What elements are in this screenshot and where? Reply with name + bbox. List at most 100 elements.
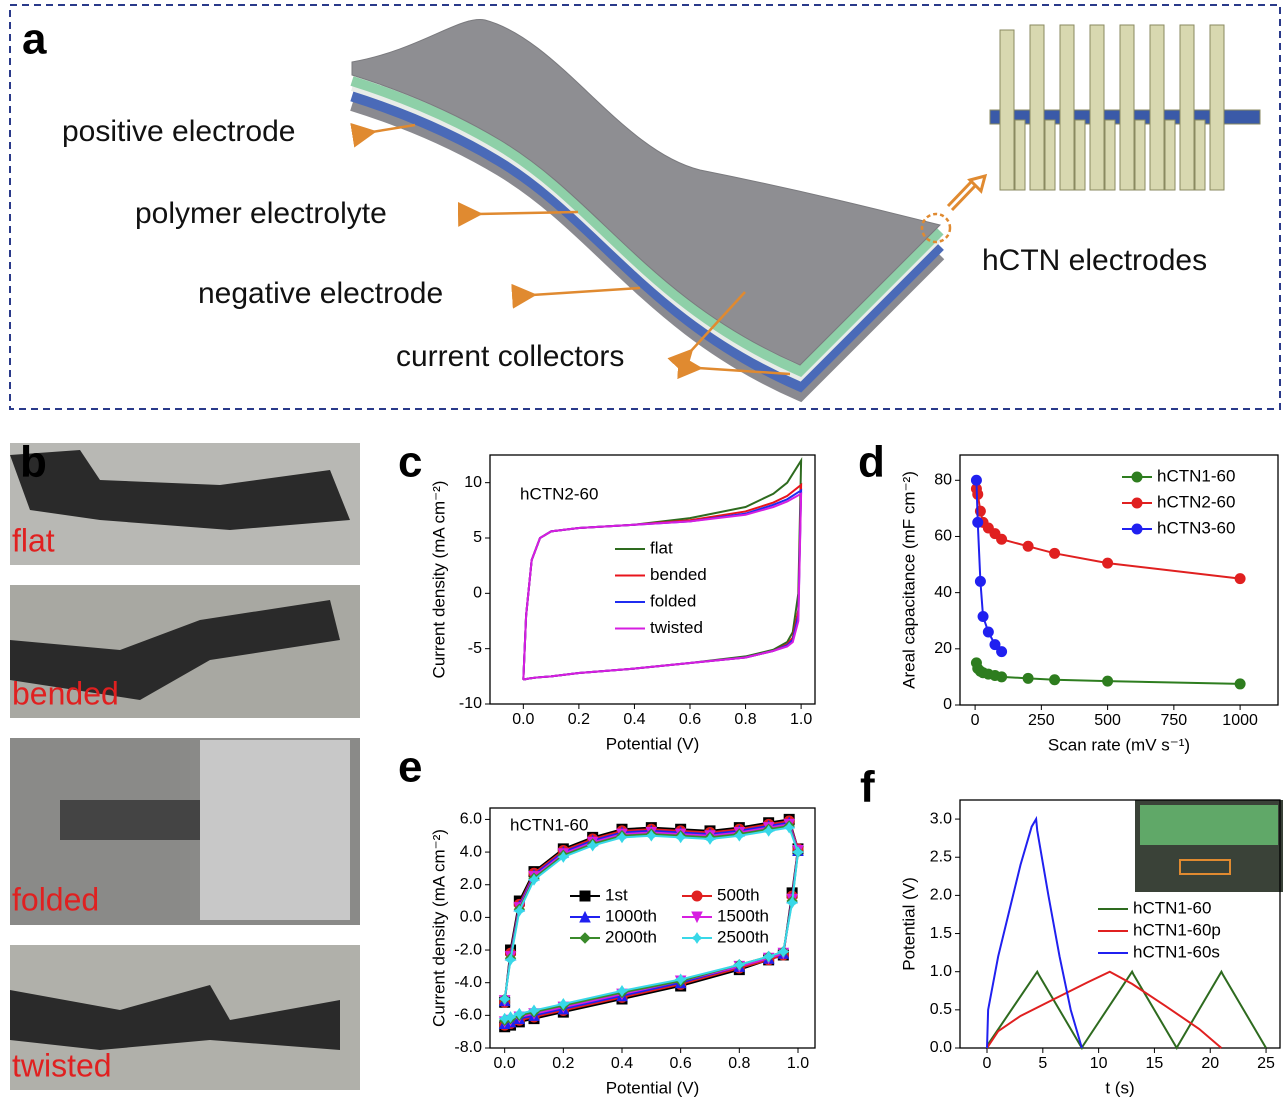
marker: [1023, 541, 1033, 551]
y-tick-label: -5: [468, 640, 482, 657]
x-tick-label: 0.6: [679, 711, 701, 728]
y-tick-label: 1.5: [930, 925, 952, 942]
x-axis-label: Scan rate (mV s⁻¹): [1048, 735, 1190, 754]
x-tick-label: 10: [1090, 1055, 1108, 1072]
marker: [1132, 498, 1142, 508]
marker: [1103, 676, 1113, 686]
x-axis-label: Potential (V): [606, 1078, 700, 1097]
marker: [1235, 574, 1245, 584]
photo-caption: bended: [12, 675, 119, 711]
y-axis-label: Potential (V): [899, 877, 918, 971]
marker: [997, 672, 1007, 682]
y-tick-label: 80: [934, 471, 952, 488]
legend-label: hCTN1-60: [1133, 898, 1211, 917]
x-tick-label: 1.0: [790, 711, 812, 728]
marker: [971, 475, 981, 485]
x-tick-label: 0.8: [728, 1055, 750, 1072]
y-tick-label: 0: [473, 585, 482, 602]
x-tick-label: 25: [1257, 1055, 1275, 1072]
photo-caption: twisted: [12, 1047, 112, 1083]
marker: [1023, 673, 1033, 683]
annotation: hCTN1-60: [510, 815, 588, 834]
x-tick-label: 0: [983, 1055, 992, 1072]
x-axis-label: t (s): [1105, 1078, 1134, 1097]
marker: [1050, 675, 1060, 685]
marker: [692, 933, 702, 943]
marker: [973, 517, 983, 527]
legend-label: flat: [650, 538, 673, 557]
x-tick-label: 0.0: [494, 1055, 516, 1072]
x-tick-label: 250: [1028, 712, 1055, 729]
legend-label: 1st: [605, 885, 628, 904]
x-axis-label: Potential (V): [606, 734, 700, 753]
series-line: [523, 490, 801, 679]
y-tick-label: 0.5: [930, 1001, 952, 1018]
callout: current collectors: [396, 340, 624, 373]
y-tick-label: 6.0: [460, 811, 482, 828]
led-inset: [1135, 800, 1283, 892]
series-line: [987, 819, 1082, 1048]
y-tick-label: 10: [464, 474, 482, 491]
legend-label: 2000th: [605, 927, 657, 946]
y-axis-label: Current density (mA cm⁻²): [429, 829, 448, 1027]
x-tick-label: 0.2: [568, 711, 590, 728]
marker: [1050, 548, 1060, 558]
x-tick-label: 0.4: [623, 711, 645, 728]
legend-label: 1500th: [717, 906, 769, 925]
marker: [997, 647, 1007, 657]
y-tick-label: 2.0: [930, 887, 952, 904]
legend-label: 1000th: [605, 906, 657, 925]
marker: [580, 891, 590, 901]
marker: [975, 576, 985, 586]
annotation: hCTN2-60: [520, 484, 598, 503]
panel-label: d: [858, 438, 885, 487]
series-line: [987, 972, 1266, 1048]
y-tick-label: -8.0: [454, 1039, 482, 1056]
legend-label: 2500th: [717, 927, 769, 946]
y-tick-label: 60: [934, 528, 952, 545]
marker: [692, 891, 702, 901]
panel-label: e: [398, 743, 422, 792]
x-tick-label: 0: [971, 712, 980, 729]
photo-caption: folded: [12, 881, 99, 917]
y-tick-label: 20: [934, 640, 952, 657]
marker: [978, 612, 988, 622]
y-tick-label: -6.0: [454, 1007, 482, 1024]
y-tick-label: 1.0: [930, 963, 952, 980]
marker: [1103, 558, 1113, 568]
legend-label: hCTN1-60: [1157, 466, 1235, 485]
y-tick-label: 40: [934, 584, 952, 601]
x-tick-label: 1000: [1222, 712, 1258, 729]
y-tick-label: 0.0: [460, 909, 482, 926]
y-tick-label: 2.0: [460, 876, 482, 893]
legend-label: hCTN1-60s: [1133, 942, 1220, 961]
y-tick-label: -10: [459, 695, 482, 712]
marker: [1235, 679, 1245, 689]
x-tick-label: 0.8: [734, 711, 756, 728]
x-tick-label: 5: [1038, 1055, 1047, 1072]
x-tick-label: 0.2: [552, 1055, 574, 1072]
y-axis-label: Current density (mA cm⁻²): [429, 481, 448, 679]
callout: negative electrode: [198, 277, 443, 310]
y-tick-label: 3.0: [930, 810, 952, 827]
inset-caption: hCTN electrodes: [982, 244, 1207, 277]
photos: [10, 443, 360, 1090]
y-tick-label: 4.0: [460, 843, 482, 860]
series-line: [987, 972, 1221, 1048]
y-tick-label: -2.0: [454, 941, 482, 958]
marker: [1132, 472, 1142, 482]
x-tick-label: 20: [1201, 1055, 1219, 1072]
panel-label: f: [860, 763, 875, 812]
marker: [997, 534, 1007, 544]
photo-caption: flat: [12, 522, 55, 558]
x-tick-label: 0.4: [611, 1055, 633, 1072]
panel-label: c: [398, 438, 422, 487]
device-slab: [352, 20, 940, 395]
legend-label: hCTN2-60: [1157, 492, 1235, 511]
callout: positive electrode: [62, 115, 295, 148]
legend-label: hCTN3-60: [1157, 518, 1235, 537]
x-tick-label: 750: [1161, 712, 1188, 729]
callout: polymer electrolyte: [135, 197, 387, 230]
marker: [580, 933, 590, 943]
x-tick-label: 0.6: [670, 1055, 692, 1072]
